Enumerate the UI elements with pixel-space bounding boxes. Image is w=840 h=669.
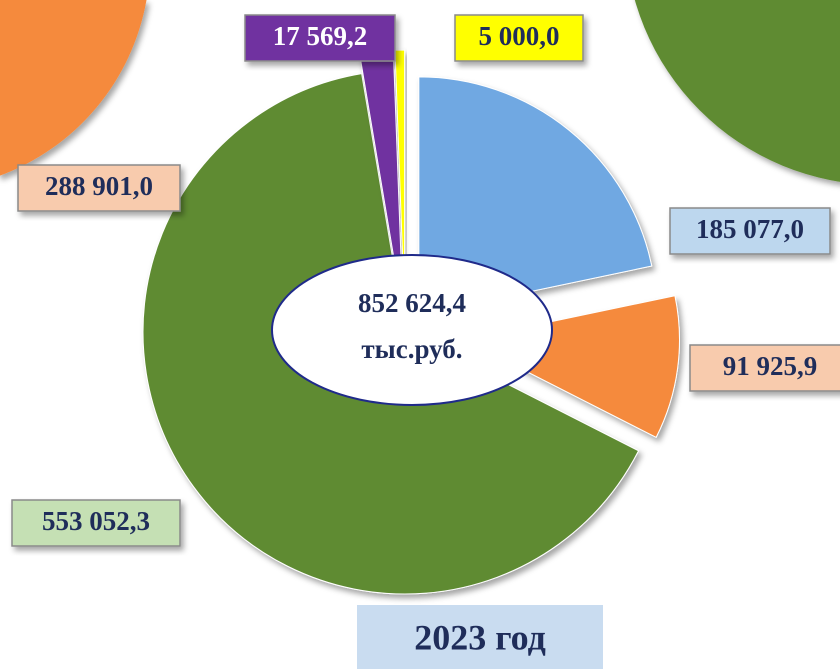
caption-box	[357, 605, 603, 669]
value-label-box	[454, 14, 584, 62]
total-label: 852 624,4	[358, 288, 466, 318]
value-label-box	[11, 499, 181, 547]
value-label: 5 000,0	[479, 21, 560, 51]
value-label: 553 052,3	[42, 506, 150, 536]
chart-title: 2023 год	[414, 617, 546, 657]
value-label: 17 569,2	[273, 21, 368, 51]
pie-slice	[418, 76, 653, 316]
value-label-box	[17, 164, 181, 212]
value-label: 91 925,9	[723, 351, 818, 381]
unit-label: тыс.руб.	[361, 334, 462, 364]
value-label-box	[689, 344, 840, 392]
value-label-box	[244, 14, 396, 62]
center-ellipse	[271, 254, 553, 406]
value-label: 288 901,0	[45, 171, 153, 201]
value-label-box	[669, 207, 831, 255]
pie-slice	[0, 0, 147, 176]
neighbor-pie	[634, 0, 840, 182]
value-label: 185 077,0	[696, 214, 804, 244]
